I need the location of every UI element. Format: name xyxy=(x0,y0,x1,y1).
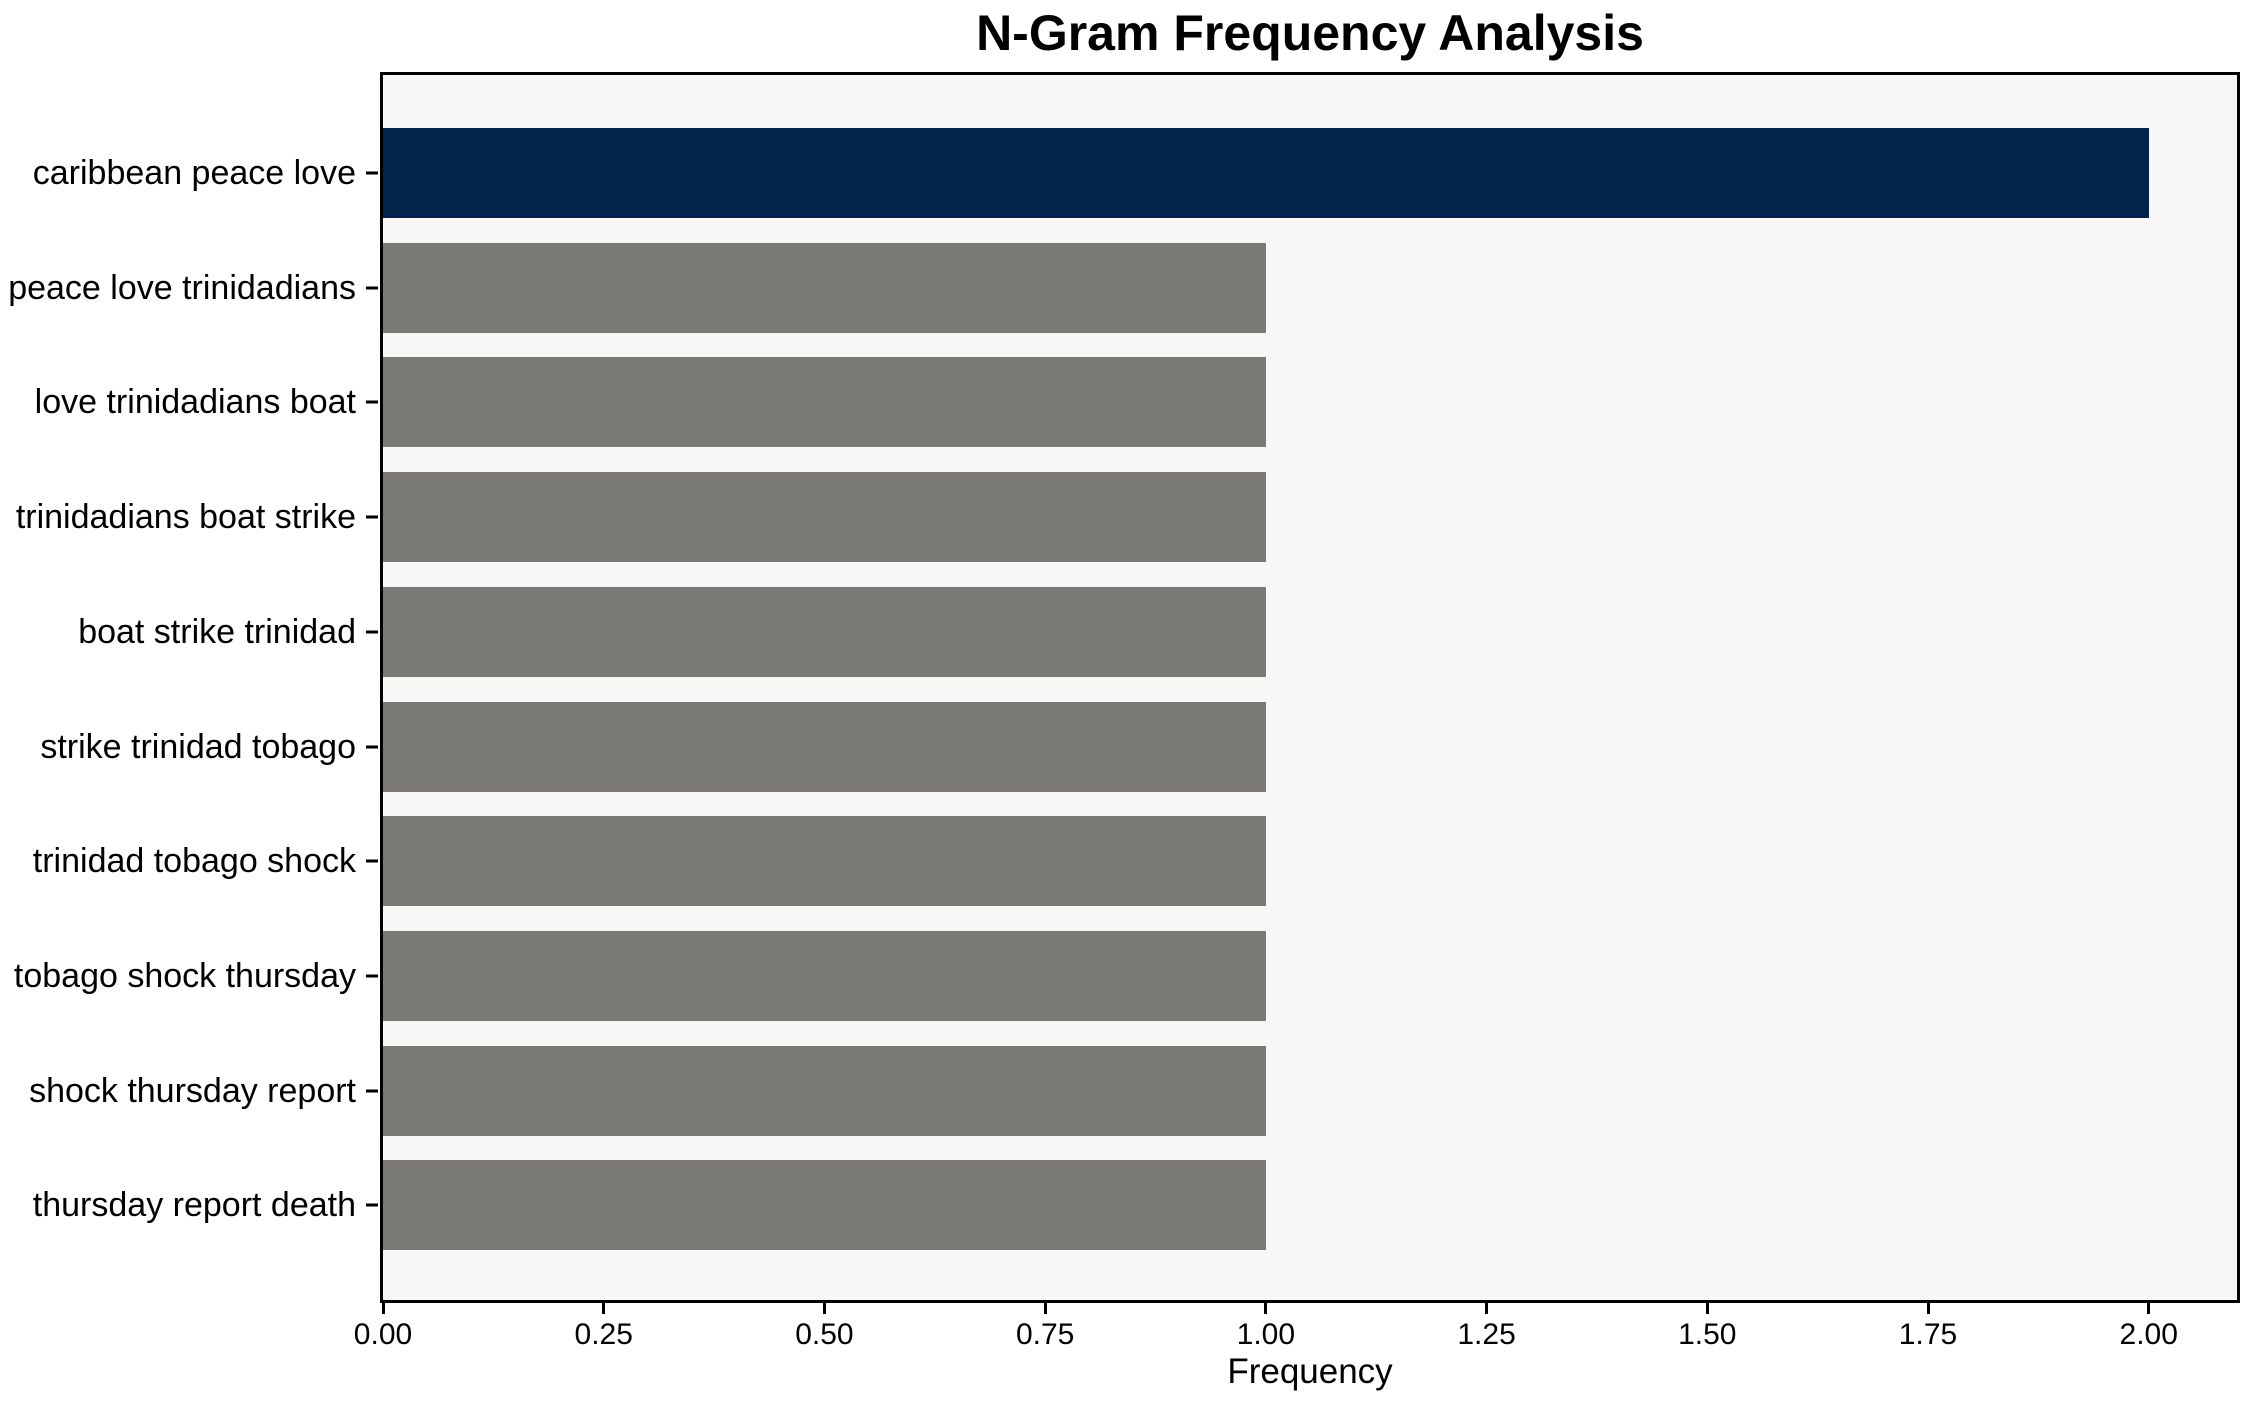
x-tick-label: 1.00 xyxy=(1236,1318,1296,1351)
y-tick-mark xyxy=(366,286,378,290)
bar-strike-trinidad-tobago xyxy=(383,701,1266,792)
x-tick-mark xyxy=(822,1303,826,1314)
y-tick-mark xyxy=(366,859,378,863)
y-tick-label: peace love trinidadians xyxy=(8,268,356,307)
x-tick-label: 1.25 xyxy=(1457,1318,1516,1351)
x-tick-label: 1.50 xyxy=(1678,1318,1737,1351)
x-tick-mark xyxy=(602,1303,606,1314)
bar-boat-strike-trinidad xyxy=(383,586,1266,677)
y-tick-label: love trinidadians boat xyxy=(34,383,356,422)
x-tick-mark xyxy=(1043,1303,1047,1314)
y-tick-label: thursday report death xyxy=(32,1186,356,1225)
y-tick-mark xyxy=(366,1089,378,1093)
bar-thursday-report-death xyxy=(383,1160,1266,1251)
x-tick-label: 0.25 xyxy=(574,1318,633,1351)
y-tick-label: shock thursday report xyxy=(29,1071,356,1110)
x-tick-label: 1.75 xyxy=(1898,1318,1958,1351)
bar-tobago-shock-thursday xyxy=(383,930,1266,1021)
y-tick-label: boat strike trinidad xyxy=(78,612,356,651)
x-tick-mark xyxy=(1705,1303,1709,1314)
y-tick-label: caribbean peace love xyxy=(32,154,356,192)
bar-peace-love-trinidadians xyxy=(383,242,1266,333)
bar-love-trinidadians-boat xyxy=(383,357,1266,448)
y-tick-mark xyxy=(366,1203,378,1207)
x-tick-mark xyxy=(1926,1303,1930,1314)
x-tick-label: 2.00 xyxy=(2119,1318,2178,1351)
bar-shock-thursday-report xyxy=(383,1045,1266,1136)
y-tick-label: tobago shock thursday xyxy=(13,956,356,995)
y-tick-mark xyxy=(366,400,378,404)
x-tick-label: 0.50 xyxy=(795,1318,854,1351)
y-tick-mark xyxy=(366,974,378,978)
x-tick-mark xyxy=(2147,1303,2151,1314)
plot-area xyxy=(380,72,2240,1303)
y-tick-label: strike trinidad tobago xyxy=(40,727,356,766)
x-tick-label: 0.00 xyxy=(353,1318,413,1351)
y-tick-label: trinidadians boat strike xyxy=(15,498,356,537)
y-tick-mark xyxy=(366,515,378,519)
x-tick-mark xyxy=(1485,1303,1489,1314)
y-tick-mark xyxy=(366,745,378,748)
x-tick-mark xyxy=(381,1303,385,1314)
y-tick-label: trinidad tobago shock xyxy=(32,842,356,881)
bar-caribbean-peace-love xyxy=(383,128,2149,218)
y-tick-mark xyxy=(366,171,378,175)
x-tick-label: 0.75 xyxy=(1015,1318,1075,1351)
chart-title: N-Gram Frequency Analysis xyxy=(976,5,1644,61)
x-axis-label: Frequency xyxy=(1227,1352,1393,1391)
bar-trinidadians-boat-strike xyxy=(383,472,1266,563)
x-tick-mark xyxy=(1264,1303,1268,1314)
y-tick-mark xyxy=(366,630,378,634)
bar-trinidad-tobago-shock xyxy=(383,816,1266,907)
